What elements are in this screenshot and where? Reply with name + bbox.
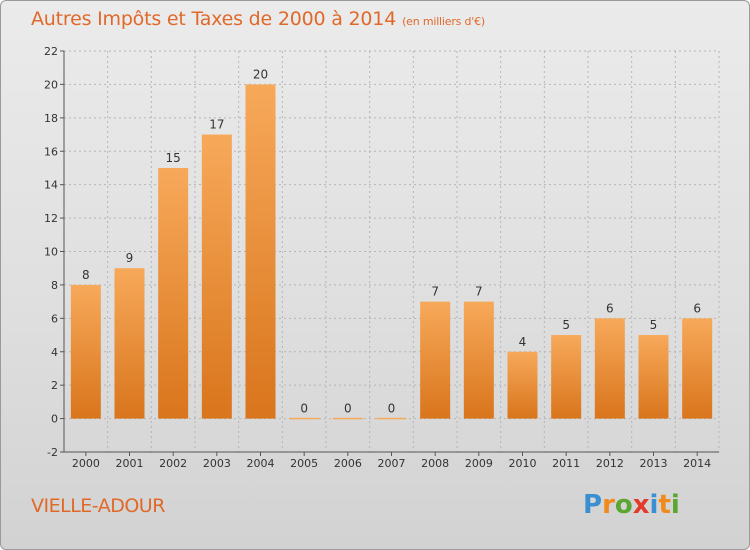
axes (60, 50, 719, 456)
x-tick-label: 2011 (552, 457, 580, 470)
bar (594, 318, 625, 419)
x-tick-label: 2012 (596, 457, 624, 470)
y-tick-label: 14 (44, 179, 58, 192)
x-tick-label: 2009 (465, 457, 493, 470)
x-tick-label: 2014 (683, 457, 711, 470)
x-tick-label: 2006 (334, 457, 362, 470)
y-tick-label: 12 (44, 212, 58, 225)
y-tick-label: 8 (51, 279, 58, 292)
x-tick-label: 2013 (640, 457, 668, 470)
x-tick-label: 2005 (290, 457, 318, 470)
data-label: 6 (606, 301, 614, 315)
bar (245, 84, 276, 419)
data-label: 7 (475, 285, 483, 299)
bar (463, 301, 494, 419)
bar (551, 335, 582, 419)
x-tick-label: 2000 (72, 457, 100, 470)
data-label: 4 (519, 335, 527, 349)
y-tick-label: 4 (51, 346, 58, 359)
y-tick-label: 6 (51, 312, 58, 325)
logo-letter: P (583, 490, 603, 520)
data-label: 0 (300, 402, 308, 416)
data-label: 15 (166, 151, 181, 165)
data-label: 5 (562, 318, 570, 332)
logo-letter: t (658, 490, 671, 520)
bar (638, 335, 669, 419)
logo-letter: r (602, 490, 615, 520)
data-label: 5 (650, 318, 658, 332)
bar (507, 351, 538, 419)
x-tick-label: 2001 (116, 457, 144, 470)
data-label: 0 (388, 402, 396, 416)
data-label: 7 (431, 285, 439, 299)
data-label: 17 (209, 118, 224, 132)
chart-title-unit: (en milliers d'€) (402, 15, 485, 28)
bars (70, 84, 713, 420)
bar (201, 134, 232, 419)
bar (114, 268, 145, 419)
chart-title: Autres Impôts et Taxes de 2000 à 2014 (en… (31, 8, 485, 30)
data-label: 20 (253, 67, 268, 81)
bar (682, 318, 713, 419)
x-tick-label: 2002 (159, 457, 187, 470)
bar (332, 417, 363, 420)
y-tick-label: 16 (44, 145, 58, 158)
logo-letter: x (632, 490, 650, 520)
logo-letter: i (649, 490, 659, 520)
bar (158, 167, 189, 419)
y-tick-label: 20 (44, 78, 58, 91)
y-tick-label: 18 (44, 112, 58, 125)
proxiti-logo: Proxiti (583, 490, 680, 520)
bar (289, 417, 320, 420)
labels: -202468101214161820228200092001152002172… (44, 45, 711, 470)
y-tick-label: 2 (51, 379, 58, 392)
x-tick-label: 2010 (509, 457, 537, 470)
y-tick-label: 10 (44, 246, 58, 259)
commune-name: VIELLE-ADOUR (31, 495, 165, 517)
x-tick-label: 2004 (247, 457, 275, 470)
data-label: 0 (344, 402, 352, 416)
logo-letter: i (670, 490, 680, 520)
y-tick-label: -2 (47, 446, 58, 459)
bar (420, 301, 451, 419)
logo-letter: o (614, 490, 633, 520)
x-tick-label: 2008 (421, 457, 449, 470)
x-tick-label: 2007 (378, 457, 406, 470)
chart-title-main: Autres Impôts et Taxes de 2000 à 2014 (31, 8, 397, 30)
y-tick-label: 22 (44, 45, 58, 58)
data-label: 8 (82, 268, 90, 282)
data-label: 6 (693, 301, 701, 315)
y-tick-label: 0 (51, 413, 58, 426)
x-tick-label: 2003 (203, 457, 231, 470)
bar (70, 284, 101, 419)
bar (376, 417, 407, 420)
data-label: 9 (126, 251, 134, 265)
